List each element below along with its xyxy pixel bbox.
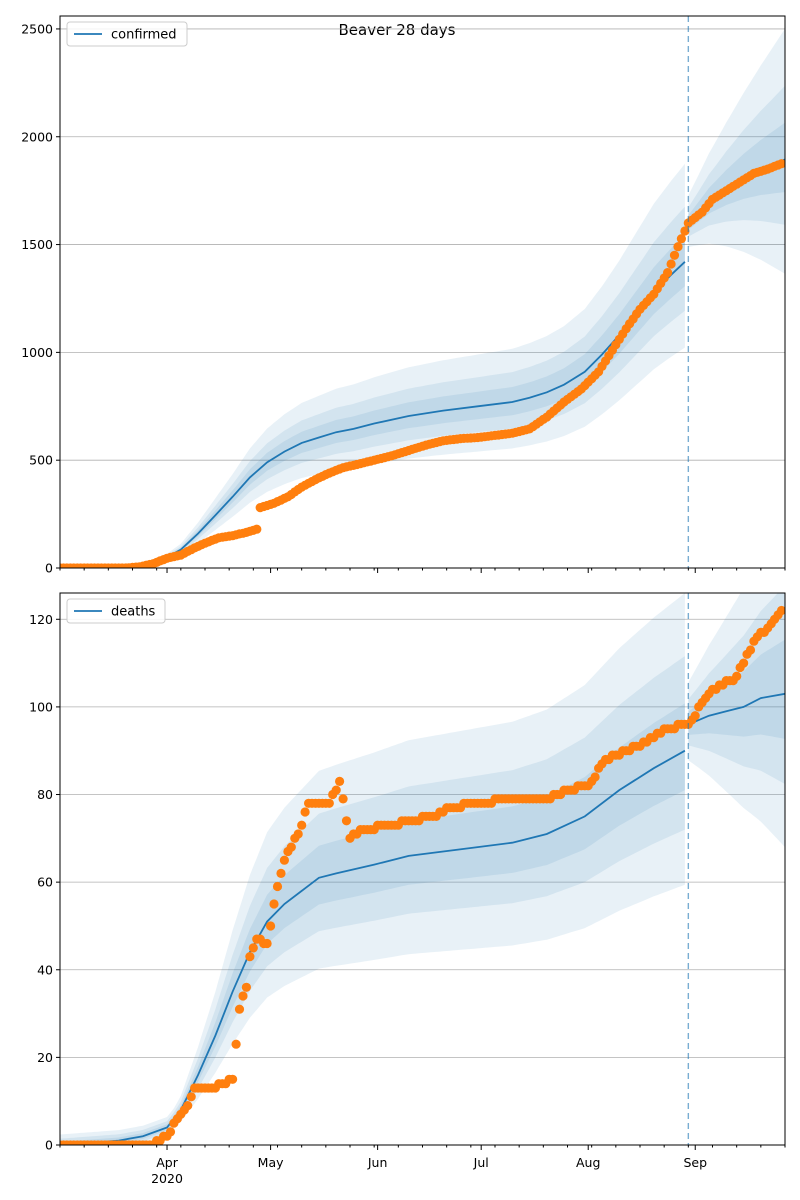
observed-point	[276, 868, 286, 879]
observed-point	[669, 250, 680, 260]
observed-point	[245, 952, 255, 962]
x-tick-label: May	[258, 1155, 284, 1170]
observed-point	[335, 776, 345, 787]
observed-point	[776, 605, 785, 616]
observed-point	[286, 842, 296, 852]
observed-point	[234, 1004, 245, 1014]
y-tick-label: 2500	[21, 21, 53, 36]
legend-box	[66, 21, 188, 47]
observed-point	[252, 524, 262, 534]
observed-point	[228, 1074, 238, 1084]
y-tick-label: 0	[45, 561, 53, 576]
y-tick-label: 2000	[21, 129, 53, 144]
x-tick-label: Jul	[473, 1155, 489, 1170]
observed-point	[297, 820, 307, 830]
plot-area	[60, 593, 785, 1145]
uncertainty-band	[688, 28, 785, 274]
observed-point	[231, 1039, 241, 1049]
observed-point	[690, 711, 700, 721]
legend: deaths	[66, 598, 166, 624]
observed-point	[732, 671, 742, 681]
observed-point	[279, 855, 289, 865]
observed-point	[590, 772, 600, 782]
y-tick-label: 500	[29, 453, 53, 468]
figure-title: Beaver 28 days	[338, 21, 455, 39]
y-tick-label: 100	[29, 699, 53, 714]
y-tick-label: 1500	[21, 237, 53, 252]
observed-point	[324, 798, 334, 808]
observed-point	[676, 234, 687, 244]
x-tick-label: Aug	[576, 1155, 600, 1170]
y-tick-label: 40	[37, 962, 53, 977]
observed-point	[183, 1101, 193, 1111]
y-tick-label: 60	[37, 875, 53, 890]
observed-point	[248, 943, 258, 953]
uncertainty-band	[60, 593, 685, 1145]
observed-point	[776, 159, 785, 169]
observed-point	[186, 1092, 196, 1102]
x-tick-sublabel: 2020	[151, 1171, 183, 1186]
uncertainty-band	[688, 593, 785, 848]
y-tick-label: 1000	[21, 345, 53, 360]
plot-area	[60, 28, 785, 568]
observed-point	[262, 938, 272, 949]
observed-point	[739, 658, 749, 668]
y-tick-label: 0	[45, 1138, 53, 1153]
x-tick-label: Jun	[367, 1155, 388, 1170]
uncertainty-band	[60, 656, 685, 1145]
observed-point	[666, 259, 676, 269]
legend-box	[66, 598, 166, 624]
observed-point	[341, 816, 352, 826]
legend: confirmed	[66, 21, 188, 47]
x-tick-label: Apr	[156, 1155, 178, 1170]
confirmed-panel: 0 500 1000 1500 2000 2500 confirmed	[21, 15, 786, 576]
observed-point	[663, 268, 673, 278]
observed-point	[238, 991, 248, 1001]
observed-point	[266, 921, 276, 931]
observed-point	[269, 899, 279, 909]
y-tick-label: 80	[37, 787, 53, 802]
observed-point	[293, 829, 303, 839]
observed-point	[241, 982, 251, 992]
y-tick-label: 120	[29, 612, 53, 627]
y-tick-label: 20	[37, 1050, 53, 1065]
observed-point	[165, 1127, 176, 1137]
observed-point	[338, 794, 348, 804]
model-line	[60, 261, 686, 568]
observed-point	[680, 226, 690, 236]
observed-point	[673, 242, 683, 252]
model-line	[687, 692, 785, 726]
observed-point	[300, 807, 310, 817]
observed-point	[331, 785, 341, 795]
legend-label: confirmed	[111, 28, 177, 43]
observed-point	[745, 645, 756, 655]
uncertainty-band	[688, 593, 785, 784]
legend-label: deaths	[111, 605, 156, 620]
uncertainty-band	[60, 163, 685, 568]
x-tick-label: Sep	[683, 1155, 707, 1170]
observed-point	[272, 881, 283, 892]
